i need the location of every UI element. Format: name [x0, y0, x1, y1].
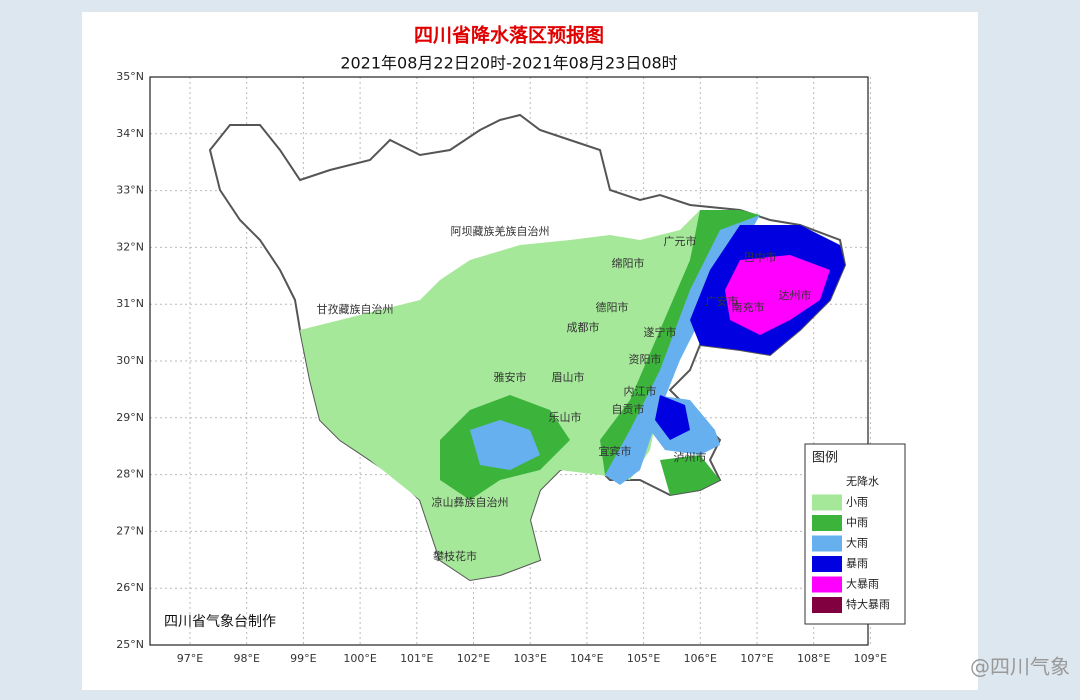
place-label: 甘孜藏族自治州: [317, 302, 394, 316]
place-label: 广元市: [664, 234, 697, 248]
credit: 四川省气象台制作: [164, 614, 276, 630]
place-label: 凉山彝族自治州: [432, 495, 509, 509]
lon-label: 107°E: [740, 652, 773, 665]
legend-label: 小雨: [846, 496, 868, 509]
place-label: 绵阳市: [612, 256, 645, 270]
legend-label: 大暴雨: [846, 577, 879, 591]
place-label: 自贡市: [612, 402, 645, 416]
lat-label: 31°N: [116, 297, 144, 310]
legend-swatch: [812, 576, 842, 593]
lon-label: 109°E: [854, 652, 887, 665]
lon-label: 97°E: [177, 652, 203, 665]
lat-label: 29°N: [116, 411, 144, 424]
place-label: 遂宁市: [644, 325, 677, 339]
lon-label: 104°E: [570, 652, 603, 665]
watermark: @四川气象: [970, 655, 1070, 679]
legend-label: 无降水: [846, 474, 879, 488]
legend-swatch: [812, 556, 842, 572]
lat-label: 25°N: [116, 638, 144, 651]
place-label: 内江市: [624, 384, 657, 398]
place-label: 资阳市: [629, 352, 662, 366]
legend-label: 中雨: [846, 516, 868, 529]
moderate-rain: [660, 455, 720, 495]
lon-label: 105°E: [627, 652, 660, 665]
map-subtitle: 2021年08月22日20时-2021年08月23日08时: [340, 54, 677, 73]
heavy-rain: [470, 420, 540, 470]
place-label: 泸州市: [674, 450, 707, 464]
rainstorm: [655, 395, 690, 440]
place-label: 攀枝花市: [433, 549, 477, 563]
lon-label: 102°E: [457, 652, 490, 665]
lat-label: 26°N: [116, 581, 144, 594]
legend-swatch: [812, 535, 842, 552]
legend-label: 特大暴雨: [846, 597, 890, 611]
legend-title: 图例: [812, 451, 838, 466]
place-label: 乐山市: [549, 410, 582, 424]
place-label: 阿坝藏族羌族自治州: [451, 224, 550, 238]
lon-label: 108°E: [797, 652, 830, 665]
place-label: 成都市: [567, 320, 600, 334]
place-label: 广安市: [706, 294, 739, 308]
lat-label: 33°N: [116, 184, 144, 197]
lat-label: 35°N: [116, 70, 144, 83]
lat-label: 32°N: [116, 240, 144, 253]
legend-swatch: [812, 515, 842, 531]
place-label: 达州市: [779, 288, 812, 302]
place-label: 眉山市: [552, 370, 585, 384]
light-rain: [300, 210, 740, 580]
lon-label: 99°E: [290, 652, 316, 665]
map-frame: [149, 76, 869, 646]
legend-swatch: [812, 494, 842, 511]
rain-zones: [208, 113, 847, 582]
place-label: 德阳市: [596, 300, 629, 314]
legend-swatch: [812, 597, 842, 613]
legend-swatch: [812, 474, 842, 490]
lon-label: 103°E: [513, 652, 546, 665]
lat-label: 27°N: [116, 524, 144, 537]
legend-label: 大雨: [846, 536, 868, 550]
graticule: 35°N 34°N 33°N 32°N 31°N 30°N 29°N 28°N 27°N 26°N…: [116, 70, 887, 665]
lon-label: 101°E: [400, 652, 433, 665]
lon-label: 100°E: [343, 652, 376, 665]
severe-rainstorm: [725, 255, 830, 335]
lon-label: 98°E: [233, 652, 259, 665]
lon-label: 106°E: [684, 652, 717, 665]
map-title: 四川省降水落区预报图: [414, 24, 604, 47]
place-label: 宜宾市: [599, 444, 632, 458]
place-label: 南充市: [732, 300, 765, 314]
legend-label: 暴雨: [846, 557, 868, 570]
place-label: 雅安市: [494, 370, 527, 384]
lat-label: 30°N: [116, 354, 144, 367]
place-label: 巴中市: [744, 250, 777, 264]
lat-label: 34°N: [116, 127, 144, 140]
lat-label: 28°N: [116, 468, 144, 481]
